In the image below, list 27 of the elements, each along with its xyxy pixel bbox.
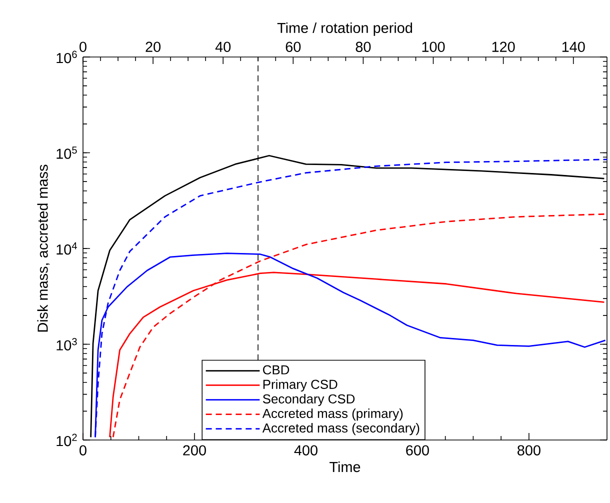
x-tick-label: 200 xyxy=(183,445,206,456)
x-tick-label: 600 xyxy=(406,445,429,456)
x2-tick-label: 40 xyxy=(215,42,231,52)
y-axis-title: Disk mass, accreted mass xyxy=(37,164,50,332)
x2-tick-label: 120 xyxy=(492,42,515,52)
x-axis-title: Time xyxy=(330,461,360,472)
legend-label: Accreted mass (secondary) xyxy=(262,423,420,436)
y-tick-label: 10$^{2}$ xyxy=(56,434,77,446)
x-tick-label: 400 xyxy=(294,445,318,456)
y-tick-label: 10$^{6}$ xyxy=(56,50,77,64)
x2-tick-label: 140 xyxy=(562,42,585,52)
legend-label: Primary CSD xyxy=(263,379,338,392)
legend-label: CBD xyxy=(263,365,290,374)
x2-tick-label: 60 xyxy=(286,42,301,52)
line-series xyxy=(112,213,607,438)
x-tick-label: 0 xyxy=(80,445,86,456)
y-tick-label: 10$^{3}$ xyxy=(56,338,77,350)
x2-tick-label: 0 xyxy=(80,42,86,52)
x2-tick-label: 80 xyxy=(356,42,371,52)
y-tick-label: 10$^{5}$ xyxy=(56,146,77,159)
y-tick-label: 10$^{4}$ xyxy=(56,242,77,255)
x2-tick-label: 100 xyxy=(422,42,445,52)
legend-label: Accreted mass (primary) xyxy=(262,408,403,421)
x2-tick-label: 20 xyxy=(146,42,161,52)
legend-label: Secondary CSD xyxy=(262,394,355,406)
x2-axis-title: Time / rotation period xyxy=(277,22,412,36)
x-tick-label: 800 xyxy=(518,445,540,456)
